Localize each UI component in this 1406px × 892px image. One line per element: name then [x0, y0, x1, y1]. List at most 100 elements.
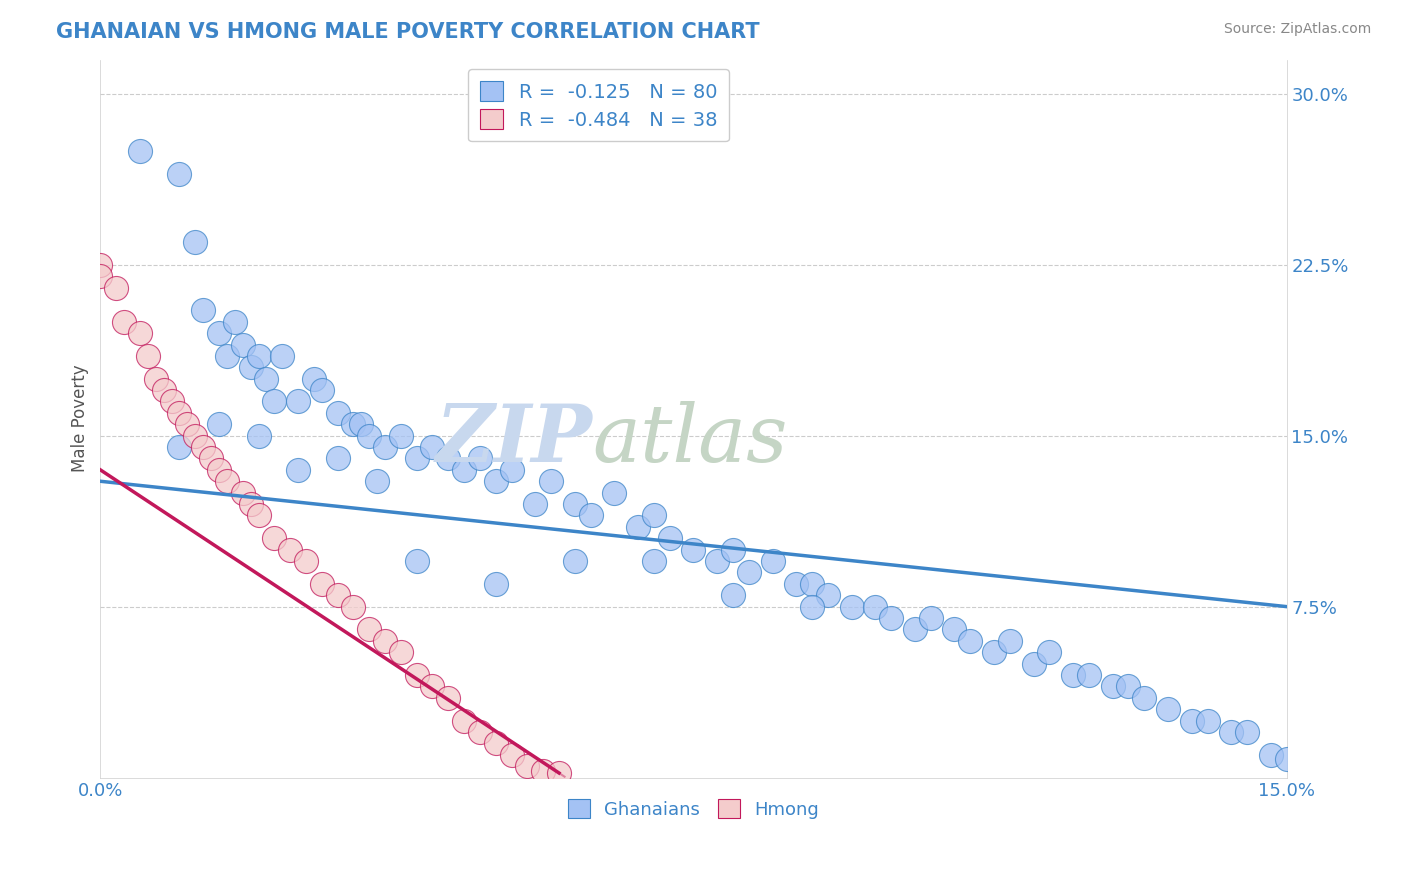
Point [160, 394, 183, 409]
Point [643, 508, 665, 523]
Point [311, 577, 333, 591]
Point [564, 497, 586, 511]
Point [374, 440, 396, 454]
Point [278, 542, 301, 557]
Point [501, 747, 523, 762]
Point [920, 611, 942, 625]
Point [579, 508, 602, 523]
Text: ZIP: ZIP [436, 401, 593, 479]
Point [603, 485, 626, 500]
Point [112, 315, 135, 329]
Point [145, 372, 167, 386]
Point [247, 428, 270, 442]
Point [1118, 679, 1140, 693]
Point [184, 235, 207, 249]
Point [105, 280, 128, 294]
Point [152, 383, 174, 397]
Point [658, 531, 681, 545]
Point [468, 725, 491, 739]
Point [865, 599, 887, 614]
Point [176, 417, 198, 432]
Point [564, 554, 586, 568]
Point [311, 383, 333, 397]
Point [191, 303, 214, 318]
Point [1236, 725, 1258, 739]
Point [359, 428, 381, 442]
Point [1181, 714, 1204, 728]
Point [721, 588, 744, 602]
Point [366, 475, 388, 489]
Point [761, 554, 783, 568]
Point [817, 588, 839, 602]
Point [263, 394, 285, 409]
Point [208, 463, 231, 477]
Point [1220, 725, 1243, 739]
Point [501, 463, 523, 477]
Point [959, 633, 981, 648]
Point [485, 736, 508, 750]
Point [841, 599, 863, 614]
Text: Source: ZipAtlas.com: Source: ZipAtlas.com [1223, 22, 1371, 37]
Point [215, 475, 238, 489]
Point [208, 417, 231, 432]
Point [169, 406, 191, 420]
Point [531, 764, 554, 778]
Point [627, 520, 650, 534]
Point [1077, 668, 1099, 682]
Point [191, 440, 214, 454]
Point [453, 463, 475, 477]
Text: GHANAIAN VS HMONG MALE POVERTY CORRELATION CHART: GHANAIAN VS HMONG MALE POVERTY CORRELATI… [56, 22, 759, 42]
Point [263, 531, 285, 545]
Point [128, 326, 150, 340]
Point [1062, 668, 1084, 682]
Point [342, 417, 364, 432]
Point [485, 577, 508, 591]
Point [405, 668, 427, 682]
Point [405, 451, 427, 466]
Point [801, 577, 824, 591]
Point [943, 623, 966, 637]
Point [326, 451, 349, 466]
Point [287, 394, 309, 409]
Point [287, 463, 309, 477]
Point [128, 144, 150, 158]
Point [785, 577, 807, 591]
Point [422, 440, 444, 454]
Point [1275, 752, 1298, 766]
Point [247, 349, 270, 363]
Point [374, 633, 396, 648]
Point [359, 623, 381, 637]
Point [1157, 702, 1180, 716]
Point [548, 766, 571, 780]
Point [247, 508, 270, 523]
Point [271, 349, 294, 363]
Point [232, 485, 254, 500]
Point [239, 497, 262, 511]
Point [540, 475, 562, 489]
Point [389, 428, 412, 442]
Point [326, 406, 349, 420]
Point [350, 417, 373, 432]
Point [326, 588, 349, 602]
Y-axis label: Male Poverty: Male Poverty [72, 365, 89, 473]
Point [904, 623, 927, 637]
Point [524, 497, 547, 511]
Point [738, 566, 761, 580]
Point [437, 690, 460, 705]
Point [232, 337, 254, 351]
Point [1197, 714, 1219, 728]
Point [89, 269, 111, 284]
Point [1101, 679, 1123, 693]
Point [453, 714, 475, 728]
Legend: Ghanaians, Hmong: Ghanaians, Hmong [561, 792, 827, 826]
Point [200, 451, 222, 466]
Point [682, 542, 704, 557]
Point [89, 258, 111, 272]
Point [1038, 645, 1060, 659]
Point [215, 349, 238, 363]
Point [239, 360, 262, 375]
Point [254, 372, 277, 386]
Point [437, 451, 460, 466]
Point [342, 599, 364, 614]
Point [184, 428, 207, 442]
